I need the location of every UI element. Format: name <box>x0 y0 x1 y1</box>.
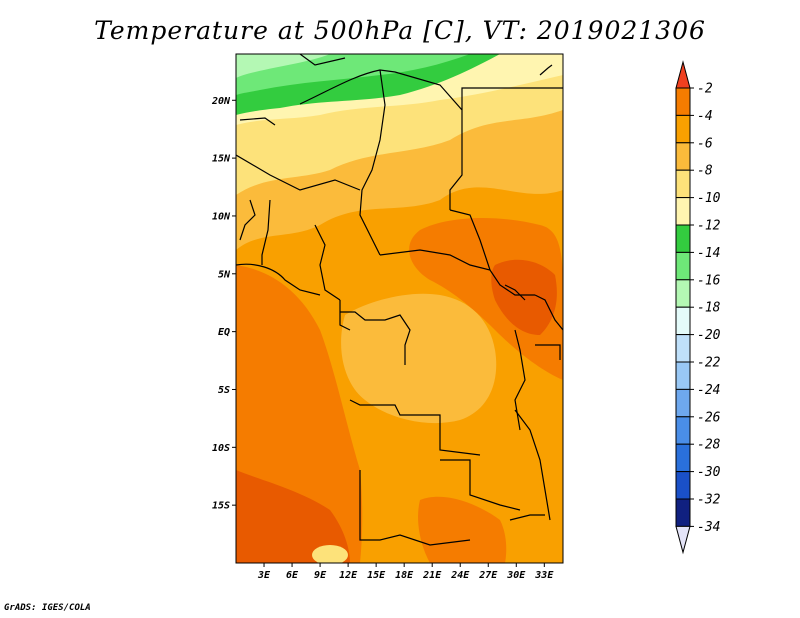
map-title: Temperature at 500hPa [C], VT: 201902130… <box>94 16 706 45</box>
lon-tick-label: 3E <box>257 570 271 581</box>
border-kenya <box>535 344 561 360</box>
temperature-field <box>236 54 563 563</box>
colorbar-label: -4 <box>697 109 713 124</box>
field-southwest-minus2 <box>236 470 350 563</box>
border-mali-niger <box>236 154 361 191</box>
colorbar-bin <box>675 114 691 144</box>
longitude-axis: 3E 6E 9E 12E 15E 18E 21E 24E 27E 30E 33E <box>257 563 554 581</box>
lat-tick-label: EQ <box>218 327 230 338</box>
colorbar-bin <box>675 306 691 336</box>
colorbar-top-arrow <box>675 60 691 89</box>
colorbar-label: -18 <box>697 301 721 316</box>
field-south-minus10 <box>312 545 348 563</box>
lon-tick-label: 27E <box>478 570 498 581</box>
lon-tick-label: 21E <box>422 570 442 581</box>
border-chad-sudan <box>449 209 491 271</box>
border-tanzania-malawi <box>514 409 551 521</box>
colorbar-bin <box>675 251 691 281</box>
colorbar-bin <box>675 334 691 363</box>
colorbar-bin <box>675 416 691 445</box>
lat-tick-label: 10S <box>212 443 230 454</box>
border-uganda <box>534 294 563 331</box>
field-east-minus4 <box>409 218 563 380</box>
border-benin <box>261 199 271 265</box>
lon-tick-label: 30E <box>506 570 526 581</box>
colorbar-bin <box>675 169 691 199</box>
colorbar-label: -6 <box>697 136 713 151</box>
colorbar-label: -2 <box>697 82 713 97</box>
border-car-sudan <box>379 249 535 296</box>
colorbar-bin <box>675 142 691 171</box>
colorbar-label: -32 <box>697 493 721 508</box>
lon-tick-label: 15E <box>367 570 386 581</box>
border-angola-drc <box>349 399 481 456</box>
map-frame <box>235 53 564 564</box>
border-angola-namibia <box>359 470 471 546</box>
colorbar-bin <box>675 471 691 500</box>
border-south-sudan <box>504 284 526 301</box>
colorbar-bin <box>675 197 691 226</box>
lat-tick-label: 10N <box>212 211 231 222</box>
border-niger-chad <box>359 69 386 256</box>
lon-tick-label: 33E <box>534 570 554 581</box>
field-band-minus18 <box>236 54 330 78</box>
colorbar-label: -14 <box>697 246 720 261</box>
border-nigeria-cameroon <box>314 224 341 301</box>
border-mauritania <box>239 117 276 126</box>
colorbar-bin <box>675 498 691 527</box>
field-east-minus2 <box>491 259 557 335</box>
lat-tick-label: 5S <box>218 385 230 396</box>
lat-tick-label: 15S <box>212 501 230 512</box>
border-north <box>299 54 346 66</box>
lon-tick-label: 6E <box>286 570 299 581</box>
coast-sinai <box>539 64 553 76</box>
field-band-minus16 <box>236 54 470 95</box>
footer-credit: GrADS: IGES/COLA <box>4 603 91 613</box>
colorbar-bin <box>675 361 691 390</box>
lat-tick-label: 5N <box>218 269 231 280</box>
colorbar-label: -16 <box>697 273 721 288</box>
colorbar: -2 -4 -6 -8 -10 -12 -14 -16 -18 -20 -22 -24 -26 -28 -3… <box>675 60 721 555</box>
lon-tick-label: 9E <box>314 570 327 581</box>
colorbar-label: -30 <box>697 465 721 480</box>
lon-tick-label: 18E <box>395 570 414 581</box>
lon-tick-label: 12E <box>339 570 358 581</box>
border-gulf-guinea <box>236 263 321 296</box>
colorbar-label: -28 <box>697 438 721 453</box>
colorbar-label: -12 <box>697 219 721 234</box>
lat-tick-label: 20N <box>211 96 231 107</box>
colorbar-bin <box>675 87 691 116</box>
border-congo <box>340 311 411 365</box>
country-borders <box>236 54 563 546</box>
colorbar-bin <box>675 388 691 418</box>
border-burkina <box>239 199 256 241</box>
colorbar-bin <box>675 279 691 308</box>
border-mozambique <box>509 514 545 521</box>
colorbar-label: -24 <box>697 383 720 398</box>
border-great-lakes <box>514 329 526 431</box>
colorbar-bottom-arrow <box>675 525 691 555</box>
latitude-axis: 20N 15N 10N 5N EQ 5S 10S 15S <box>211 96 236 512</box>
border-egypt <box>461 87 563 110</box>
field-central-minus8 <box>341 293 497 424</box>
colorbar-bin <box>675 443 691 473</box>
colorbar-label: -26 <box>697 410 721 425</box>
field-south-minus4 <box>418 496 507 563</box>
border-zambia <box>440 459 521 511</box>
colorbar-label: -34 <box>697 520 720 535</box>
colorbar-bin <box>675 224 691 253</box>
colorbar-label: -8 <box>697 164 713 179</box>
colorbar-label: -20 <box>697 328 721 343</box>
colorbar-label: -22 <box>697 356 721 371</box>
colorbar-label: -10 <box>697 191 721 206</box>
lon-tick-label: 24E <box>450 570 470 581</box>
border-gabon <box>339 300 351 331</box>
lat-tick-label: 15N <box>212 154 231 165</box>
